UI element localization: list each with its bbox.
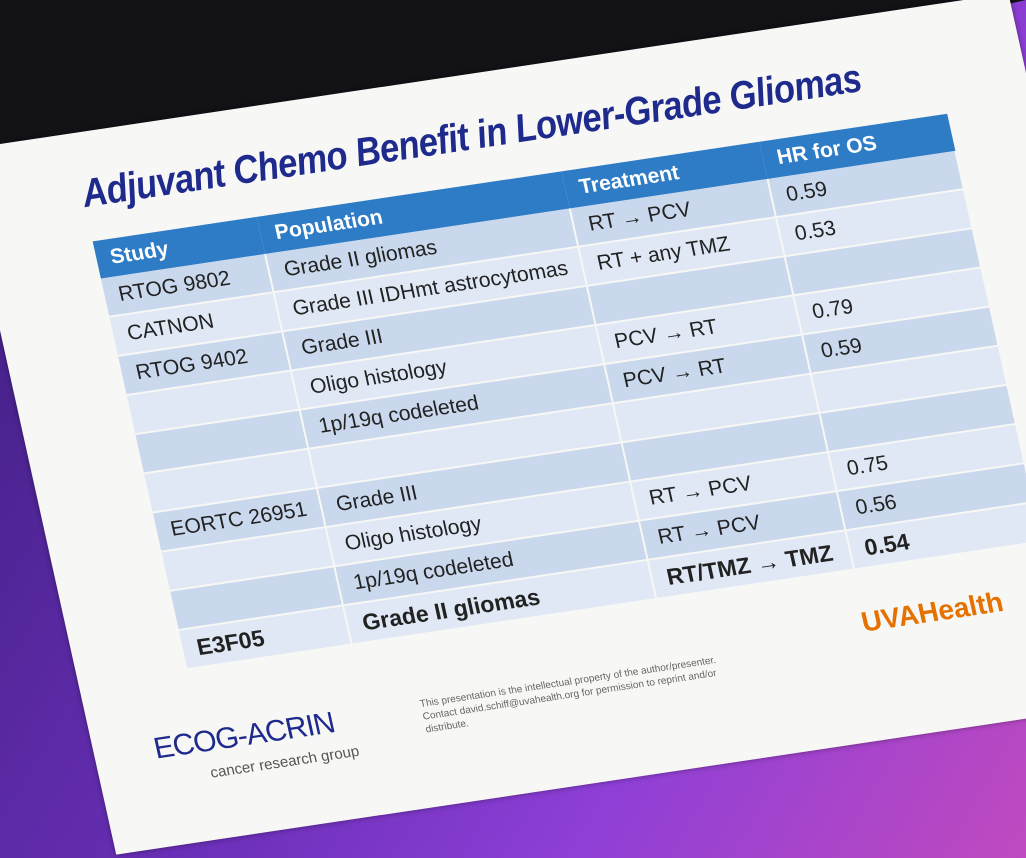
disclaimer: This presentation is the intellectual pr… [418, 654, 718, 736]
table: Study Population Treatment HR for OS RTOG 9… [92, 113, 1026, 671]
brand: UVAHealth [858, 586, 1007, 638]
